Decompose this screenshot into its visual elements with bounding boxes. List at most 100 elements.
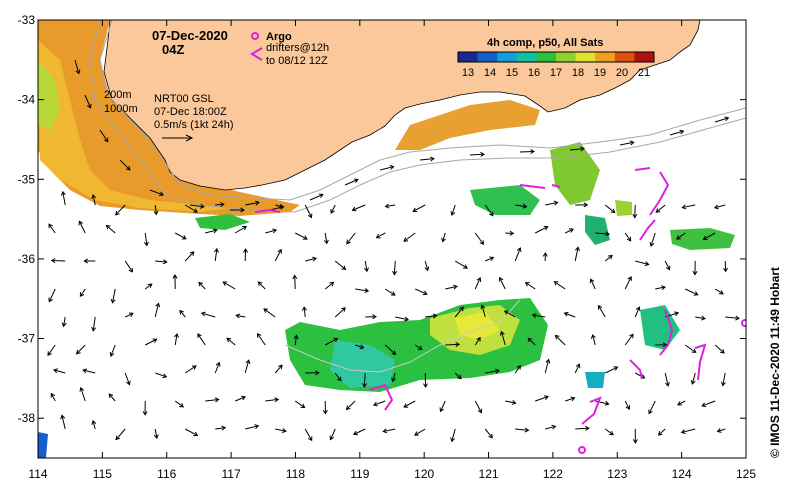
sst-patch-west-green (38, 60, 60, 130)
argo-legend-icon (251, 32, 259, 40)
colorbar-segment (458, 52, 479, 62)
colorbar-segment (556, 52, 577, 62)
current-arrow (632, 204, 638, 219)
current-arrow (174, 232, 187, 240)
current-arrow (604, 428, 614, 436)
lon-tick-label: 116 (157, 467, 176, 481)
current-arrow (235, 313, 246, 319)
current-arrow (723, 260, 729, 273)
current-arrow (515, 203, 528, 209)
scale-label: 0.5m/s (1kt 24h) (154, 119, 233, 131)
current-arrow (619, 140, 635, 146)
current-arrow (226, 337, 236, 346)
current-arrow (695, 315, 706, 321)
current-arrow (275, 428, 287, 434)
current-arrow (575, 202, 589, 208)
current-arrow (153, 428, 159, 440)
current-arrow (714, 116, 730, 123)
colorbar-segment (575, 52, 596, 62)
current-arrow (545, 200, 559, 206)
current-arrow (329, 428, 336, 441)
current-arrow (624, 232, 632, 242)
current-arrow (155, 259, 168, 265)
current-arrow (441, 232, 446, 243)
current-arrow (155, 372, 168, 379)
sst-patch-east3 (585, 215, 610, 245)
sst-patch-central-yellow2 (455, 312, 500, 340)
current-arrow (292, 274, 298, 290)
current-arrows (47, 59, 740, 444)
current-arrow (352, 428, 366, 436)
current-arrow (362, 372, 368, 388)
current-arrow (50, 392, 56, 402)
current-arrow (515, 427, 530, 433)
current-arrow (294, 400, 306, 409)
current-arrow (680, 428, 696, 435)
current-arrow (685, 288, 699, 296)
current-arrow (179, 309, 186, 318)
current-arrow (110, 288, 116, 304)
sst-colorbar (457, 51, 655, 63)
sst-patch-east6 (615, 200, 632, 216)
current-arrow (714, 344, 725, 354)
colorbar-ticks: 13 14 15 16 17 18 19 20 21 (462, 67, 650, 79)
colorbar-tick-label: 14 (484, 67, 496, 79)
current-arrow (322, 400, 328, 415)
drifter-track (639, 219, 656, 241)
current-arrow (701, 400, 716, 408)
drifter-track (519, 184, 561, 189)
current-arrow (351, 204, 366, 212)
sst-patch-west-inner (38, 40, 230, 212)
argo-legend-label: Argo (266, 31, 292, 43)
lat-tick-label: -36 (18, 252, 36, 266)
current-arrow (384, 288, 396, 296)
current-arrow (154, 302, 161, 318)
source-label: NRT00 GSL (154, 93, 214, 105)
colorbar-tick-label: 16 (528, 67, 540, 79)
drifter-legend-label: drifters@12h (266, 42, 329, 54)
current-arrow (414, 428, 426, 436)
sst-patch-south-cyan (585, 372, 605, 388)
current-arrow (649, 232, 656, 247)
current-arrow (205, 397, 220, 403)
current-arrow (50, 258, 66, 264)
current-arrow (664, 260, 671, 271)
current-arrow (454, 260, 468, 269)
drifter-track (369, 383, 394, 411)
current-arrow (450, 428, 456, 443)
current-arrow (554, 334, 566, 346)
current-arrow (624, 275, 632, 290)
argo-float (741, 319, 746, 327)
colorbar-segment (536, 52, 557, 62)
current-arrow (484, 428, 493, 439)
colorbar-segment (516, 52, 537, 62)
current-arrow (323, 232, 329, 245)
current-arrow (119, 159, 131, 171)
current-arrow (474, 336, 481, 346)
lon-tick-label: 115 (93, 467, 112, 481)
current-arrow (365, 314, 377, 320)
current-arrow (681, 204, 696, 210)
current-arrow (403, 232, 416, 242)
current-arrow (215, 425, 227, 431)
current-arrow (655, 285, 666, 291)
current-arrow (265, 397, 280, 403)
argo-float (578, 446, 586, 454)
current-arrow (334, 372, 342, 382)
current-arrow (115, 428, 126, 441)
current-arrow (725, 315, 740, 321)
current-arrow (324, 337, 339, 346)
latitude-axis: -33 -34 -35 -36 -37 -38 (18, 13, 746, 425)
current-arrow (391, 372, 396, 383)
current-arrow (149, 189, 165, 197)
current-arrow (474, 277, 482, 290)
current-arrow (83, 258, 96, 264)
current-arrow (74, 59, 81, 75)
current-arrow (345, 400, 356, 411)
lon-tick-label: 124 (672, 467, 692, 481)
colorbar-tick-label: 13 (462, 67, 474, 79)
current-arrow (484, 204, 494, 217)
current-arrow (499, 330, 506, 346)
current-arrow (692, 260, 698, 276)
current-arrow (514, 364, 521, 374)
